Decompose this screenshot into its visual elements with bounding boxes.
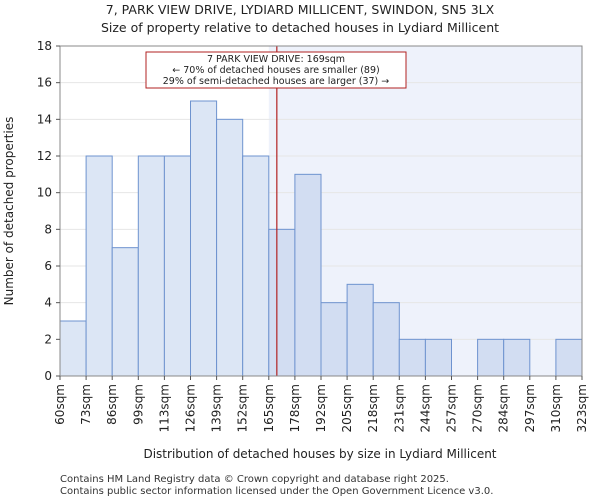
x-tick-label: 205sqm	[340, 384, 354, 432]
annotation-line-3: 29% of semi-detached houses are larger (…	[163, 76, 390, 87]
bar-60sqm	[59, 320, 87, 377]
x-tick-label: 310sqm	[549, 384, 563, 432]
y-tick-label: 10	[37, 186, 52, 200]
x-tick-label: 113sqm	[157, 384, 171, 432]
footer-line-2: Contains public sector information licen…	[60, 486, 493, 497]
x-tick-label: 60sqm	[53, 384, 67, 425]
x-tick-label: 178sqm	[288, 384, 302, 432]
annotation-line-2: ← 70% of detached houses are smaller (89…	[172, 65, 379, 76]
bar-231sqm	[398, 338, 426, 377]
x-tick-label: 192sqm	[314, 384, 328, 432]
footer-line-1: Contains HM Land Registry data © Crown c…	[60, 474, 449, 485]
chart-subtitle: Size of property relative to detached ho…	[101, 20, 499, 35]
bar-192sqm	[320, 302, 348, 377]
bar-178sqm	[294, 173, 322, 377]
x-tick-label: 257sqm	[445, 384, 459, 432]
bar-152sqm	[242, 155, 270, 377]
bar-113sqm	[163, 155, 191, 377]
x-ticks: 60sqm 73sqm 86sqm 99sqm 113sqm 126sqm 139sqm 15…	[53, 376, 589, 432]
y-tick-label: 6	[44, 259, 52, 273]
bars	[59, 100, 583, 377]
x-tick-label: 284sqm	[497, 384, 511, 432]
bar-244sqm	[424, 338, 452, 377]
bar-99sqm	[137, 155, 165, 377]
x-tick-label: 86sqm	[105, 384, 119, 425]
x-tick-label: 139sqm	[210, 384, 224, 432]
x-tick-label: 99sqm	[131, 384, 145, 425]
y-tick-label: 8	[44, 222, 52, 236]
y-ticks: 0 2 4 6 8 10 12 14 16 18	[37, 39, 60, 383]
y-tick-label: 12	[37, 149, 52, 163]
x-tick-label: 73sqm	[79, 384, 93, 425]
bar-86sqm	[111, 247, 139, 377]
bar-139sqm	[216, 118, 244, 377]
y-tick-label: 2	[44, 332, 52, 346]
bar-165sqm	[268, 228, 296, 377]
x-axis-label: Distribution of detached houses by size …	[143, 447, 496, 461]
bar-270sqm	[477, 338, 505, 377]
bar-310sqm	[555, 338, 583, 377]
bar-205sqm	[346, 283, 374, 377]
bar-126sqm	[190, 100, 218, 377]
x-tick-label: 165sqm	[262, 384, 276, 432]
x-tick-label: 218sqm	[366, 384, 380, 432]
x-tick-label: 231sqm	[392, 384, 406, 432]
x-tick-label: 270sqm	[471, 384, 485, 432]
y-tick-label: 18	[37, 39, 52, 53]
bar-284sqm	[503, 338, 531, 377]
y-tick-label: 14	[37, 112, 52, 126]
bar-218sqm	[372, 302, 400, 377]
chart-title: 7, PARK VIEW DRIVE, LYDIARD MILLICENT, S…	[106, 2, 495, 17]
y-tick-label: 4	[44, 296, 52, 310]
x-tick-label: 323sqm	[575, 384, 589, 432]
x-tick-label: 297sqm	[523, 384, 537, 432]
annotation-box: 7 PARK VIEW DRIVE: 169sqm ← 70% of detac…	[145, 51, 407, 89]
x-tick-label: 244sqm	[418, 384, 432, 432]
annotation-line-1: 7 PARK VIEW DRIVE: 169sqm	[207, 54, 345, 65]
y-tick-label: 0	[44, 369, 52, 383]
y-axis-label: Number of detached properties	[2, 117, 16, 306]
x-tick-label: 126sqm	[184, 384, 198, 432]
x-tick-label: 152sqm	[236, 384, 250, 432]
bar-73sqm	[85, 155, 113, 377]
y-tick-label: 16	[37, 76, 52, 90]
